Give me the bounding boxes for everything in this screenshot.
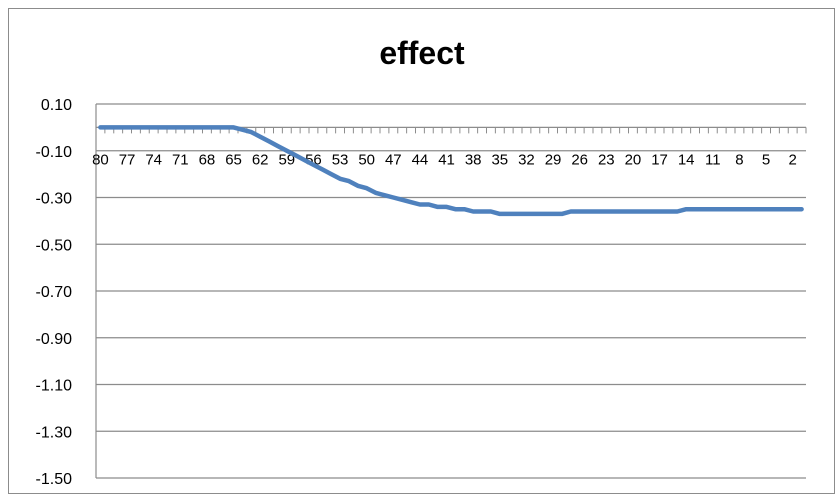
x-tick-label: 14	[678, 151, 695, 168]
chart-title: effect	[379, 35, 465, 71]
x-tick-label: 80	[92, 151, 109, 168]
x-tick-label: 2	[789, 151, 797, 168]
x-tick-label: 26	[571, 151, 588, 168]
x-tick-label: 44	[412, 151, 429, 168]
y-tick-label: -1.10	[36, 378, 73, 395]
x-tick-label: 11	[705, 151, 721, 168]
series-group	[98, 125, 804, 217]
x-tick-label: 8	[735, 151, 743, 168]
x-tick-label: 50	[358, 151, 375, 168]
x-tick-label: 68	[199, 151, 216, 168]
x-tick-label: 62	[252, 151, 269, 168]
x-tick-label: 59	[278, 151, 295, 168]
y-tick-label: -0.70	[36, 284, 73, 301]
x-tick-label: 32	[518, 151, 535, 168]
chart-frame	[8, 8, 835, 494]
x-axis: 80 77 74 71 68 65 62 59 56 53 50 47 44 41 38 35 32 29 26 23…	[92, 126, 807, 168]
series-line	[98, 125, 804, 217]
x-tick-label: 47	[385, 151, 402, 168]
x-tick-label: 17	[651, 151, 668, 168]
x-tick-label: 71	[172, 151, 189, 168]
x-tick-label: 65	[225, 151, 242, 168]
y-tick-label: -0.30	[36, 191, 73, 208]
x-tick-label: 38	[465, 151, 482, 168]
x-tick-label: 5	[762, 151, 770, 168]
y-tick-label: -0.90	[36, 331, 73, 348]
x-tick-label: 35	[491, 151, 508, 168]
y-tick-label: -1.30	[36, 424, 73, 441]
x-tick-label: 23	[598, 151, 615, 168]
x-tick-label: 74	[145, 151, 162, 168]
y-tick-label: -0.50	[36, 237, 73, 254]
y-axis: 0.10 -0.10 -0.30 -0.50 -0.70 -0.90 -1.10 -1.30 -…	[36, 97, 97, 488]
x-tick-label: 29	[545, 151, 562, 168]
x-tick-label: 53	[332, 151, 349, 168]
gridlines	[96, 103, 806, 479]
x-tick-label: 41	[438, 151, 455, 168]
y-tick-label: -0.10	[36, 144, 73, 161]
y-tick-label: -1.50	[36, 471, 73, 488]
x-tick-label: 20	[625, 151, 642, 168]
y-tick-label: 0.10	[41, 97, 72, 114]
x-tick-label: 77	[119, 151, 136, 168]
